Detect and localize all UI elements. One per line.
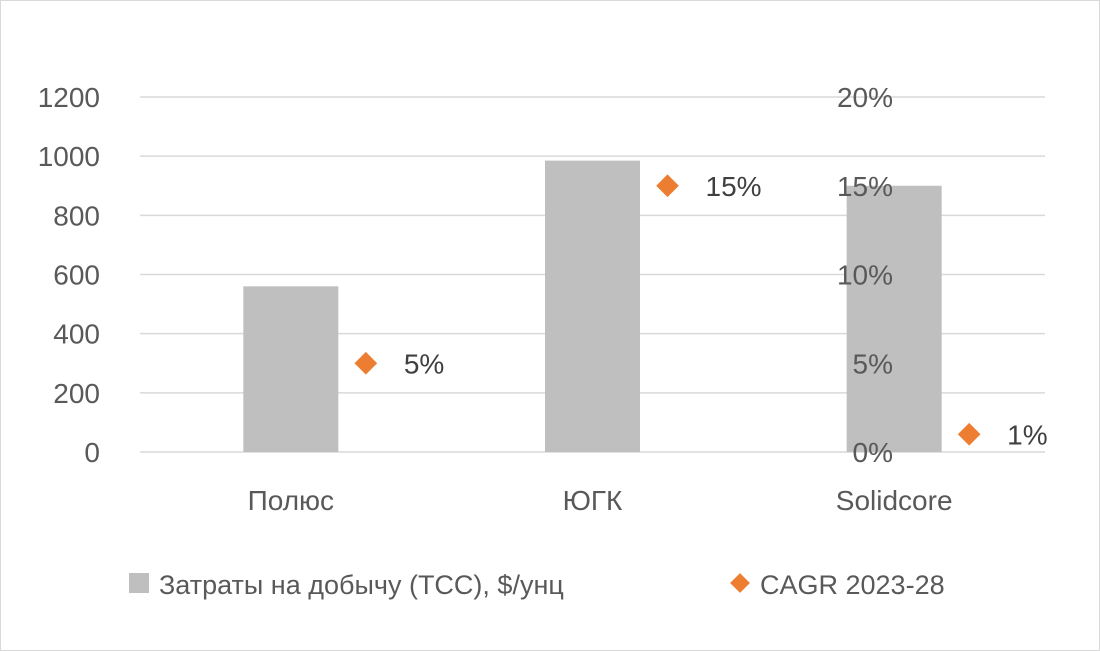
left-axis-tick-label: 800 <box>53 200 100 231</box>
right-axis-tick-label: 20% <box>837 82 893 113</box>
left-axis-ticks: 0 200 400 600 800 1000 1200 <box>38 82 100 468</box>
cagr-marker <box>957 422 981 446</box>
left-axis-tick-label: 600 <box>53 260 100 291</box>
right-axis-tick-label: 15% <box>837 171 893 202</box>
cagr-data-label: 5% <box>404 348 444 379</box>
bar <box>243 286 339 452</box>
legend-marker-swatch <box>730 573 750 593</box>
right-axis-tick-label: 0% <box>853 437 893 468</box>
legend-bar-swatch <box>129 573 149 593</box>
category-label: Полюс <box>248 485 334 516</box>
legend: Затраты на добычу (ТСС), $/унц CAGR 2023… <box>129 570 945 600</box>
cagr-marker <box>354 351 378 375</box>
bar <box>545 160 640 452</box>
category-label: ЮГК <box>563 485 623 516</box>
bar <box>846 185 942 452</box>
left-axis-tick-label: 200 <box>53 378 100 409</box>
bar-series <box>243 160 942 452</box>
left-axis-tick-label: 1000 <box>38 141 100 172</box>
left-axis-tick-label: 0 <box>84 437 100 468</box>
cagr-data-label: 15% <box>706 171 762 202</box>
category-label: Solidcore <box>836 485 953 516</box>
cagr-data-label: 1% <box>1007 419 1047 450</box>
data-labels: 5% 15% 1% <box>404 171 1048 451</box>
right-axis-tick-label: 10% <box>837 260 893 291</box>
right-axis-tick-label: 5% <box>853 348 893 379</box>
legend-bar-label: Затраты на добычу (ТСС), $/унц <box>159 570 564 600</box>
category-labels: Полюс ЮГК Solidcore <box>248 485 953 516</box>
left-axis-tick-label: 400 <box>53 319 100 350</box>
legend-marker-label: CAGR 2023-28 <box>760 570 945 600</box>
left-axis-tick-label: 1200 <box>38 82 100 113</box>
cagr-marker <box>656 174 679 198</box>
right-axis-ticks: 0% 5% 10% 15% 20% <box>837 82 893 468</box>
